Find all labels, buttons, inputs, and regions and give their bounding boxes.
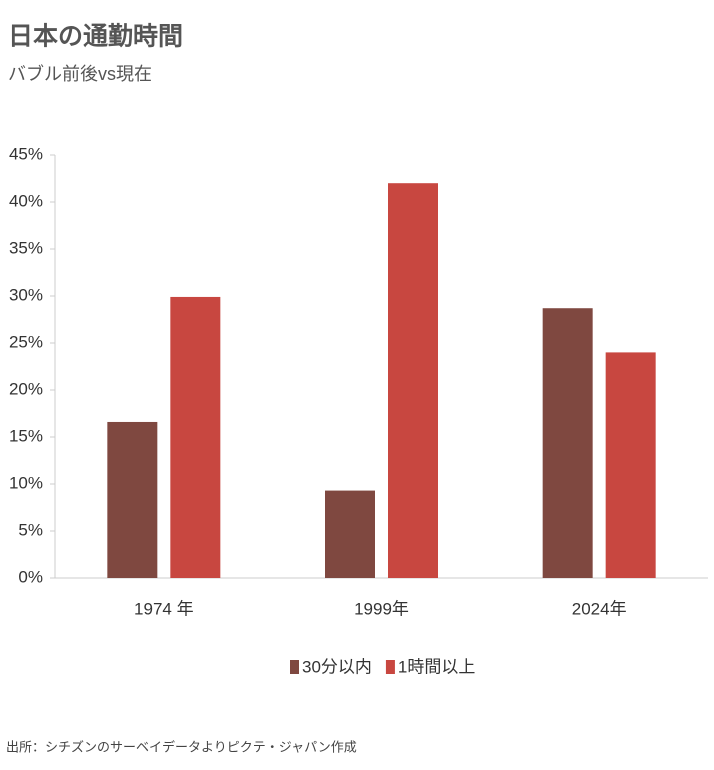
y-tick-label: 0%	[18, 567, 43, 586]
x-tick-label: 2024年	[572, 599, 627, 618]
y-tick-label: 10%	[9, 473, 43, 492]
bar	[605, 352, 656, 578]
bar	[542, 308, 593, 578]
bar	[107, 421, 158, 578]
y-tick-label: 35%	[9, 238, 43, 257]
chart-title: 日本の通勤時間	[8, 22, 183, 51]
y-tick-label: 30%	[9, 285, 43, 304]
y-tick-label: 45%	[9, 144, 43, 163]
y-tick-label: 5%	[18, 520, 43, 539]
y-tick-label: 25%	[9, 332, 43, 351]
y-tick-label: 20%	[9, 379, 43, 398]
bar	[325, 490, 375, 578]
x-tick-label: 1974 年	[134, 599, 194, 618]
chart-subtitle: バブル前後vs現在	[8, 63, 152, 84]
x-tick-label: 1999年	[354, 599, 409, 618]
source-note: 出所：シチズンのサーベイデータよりピクテ・ジャパン作成	[6, 739, 357, 754]
y-tick-label: 15%	[9, 426, 43, 445]
y-tick-label: 40%	[9, 191, 43, 210]
legend-label: 1時間以上	[398, 657, 475, 676]
bar	[388, 183, 438, 578]
legend-swatch	[385, 660, 395, 674]
legend-swatch	[290, 660, 299, 674]
bar	[170, 296, 221, 578]
legend-label: 30分以内	[302, 657, 372, 676]
